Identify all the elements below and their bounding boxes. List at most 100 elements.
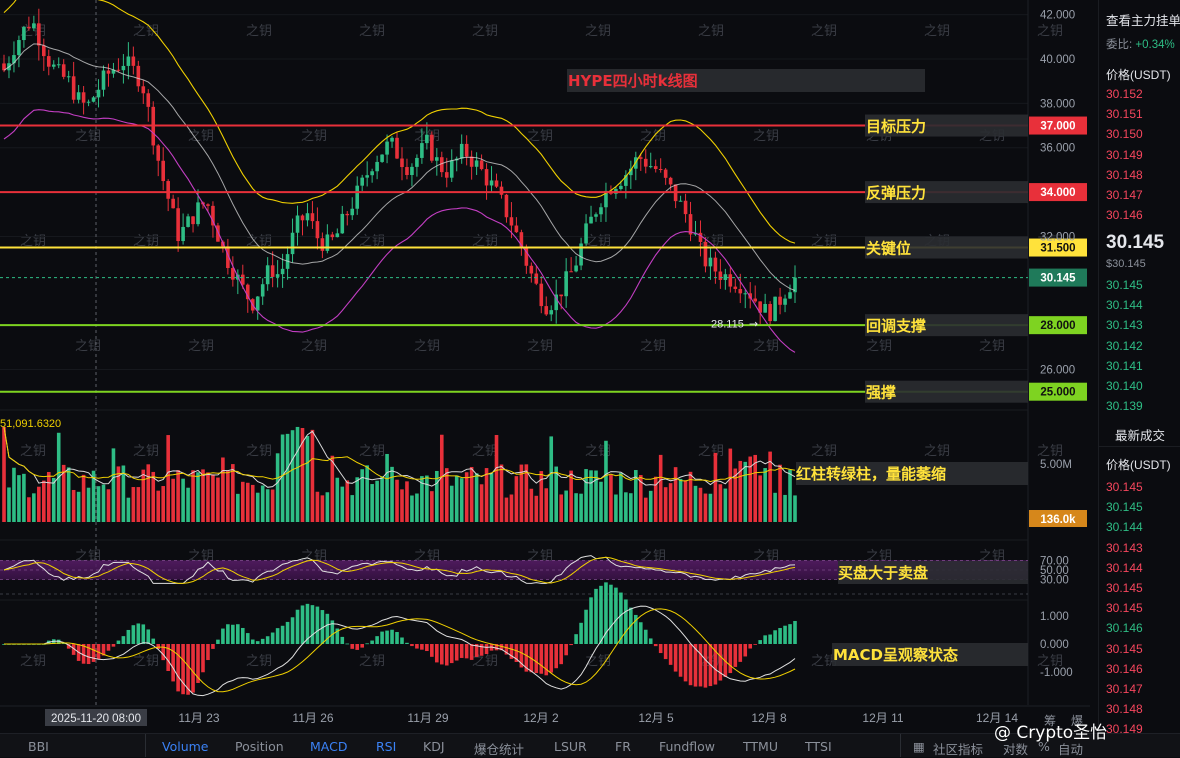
tool-fundflow[interactable]: Fundflow	[659, 739, 716, 754]
orderbook-price-row[interactable]: 30.143	[1106, 318, 1143, 333]
macd-histogram-bar	[435, 644, 439, 663]
candle-body	[360, 177, 364, 186]
tool-kdj[interactable]: KDJ	[423, 739, 445, 754]
candle-body	[300, 215, 305, 221]
orderbook-price-row[interactable]: 30.141	[1106, 358, 1143, 373]
candle-body	[181, 226, 185, 242]
orderbook-price-row[interactable]: 30.148	[1106, 702, 1143, 717]
macd-histogram-bar	[634, 614, 638, 644]
orderbook-price-row[interactable]: 30.146	[1106, 661, 1143, 676]
orderbook-price-row[interactable]: 30.144	[1106, 520, 1143, 535]
recent-trades-label[interactable]: 最新成交	[1115, 429, 1166, 443]
orderbook-price-row[interactable]: 30.144	[1106, 560, 1143, 575]
candle-body	[758, 301, 762, 313]
volume-bar	[713, 452, 718, 522]
volume-bar	[37, 486, 41, 522]
tool-liquidation[interactable]: 爆仓统计	[474, 742, 525, 757]
tool-log[interactable]: 对数	[1003, 742, 1029, 757]
volume-bar	[360, 469, 364, 522]
orderbook-price-row[interactable]: 30.143	[1106, 540, 1143, 555]
candle-body	[629, 168, 633, 176]
tool-macd[interactable]: MACD	[310, 739, 348, 754]
tool-bbi[interactable]: BBI	[28, 739, 49, 754]
tool-volume[interactable]: Volume	[162, 739, 209, 754]
orderbook-price-row[interactable]: 30.149	[1106, 722, 1143, 737]
macd-histogram-bar	[663, 644, 668, 660]
macd-histogram-bar	[733, 644, 738, 667]
tool-fr[interactable]: FR	[615, 739, 631, 754]
orderbook-price-row[interactable]: 30.142	[1106, 338, 1143, 353]
candle-body	[405, 167, 409, 175]
orderbook-price-row[interactable]: 30.149	[1106, 147, 1143, 162]
volume-bar	[459, 478, 464, 522]
volume-readout: 51,091.6320	[0, 418, 61, 430]
orderbook-price-row[interactable]: 30.145	[1106, 601, 1143, 616]
orderbook-price-row[interactable]: 30.150	[1106, 127, 1143, 142]
rsi-annotation-bg	[838, 561, 1028, 584]
candle-body	[231, 268, 235, 280]
orderbook-price-row[interactable]: 30.146	[1106, 208, 1143, 223]
bollinger-lower-line	[3, 109, 796, 353]
orderbook-price-row[interactable]: 30.145	[1106, 278, 1143, 292]
corner-label-2[interactable]: 筹	[1044, 714, 1057, 728]
orderbook-price-row[interactable]: 30.140	[1106, 379, 1143, 393]
volume-bar	[768, 451, 772, 522]
tool-rsi[interactable]: RSI	[376, 739, 397, 754]
watermark-text: 之钥	[640, 549, 666, 564]
tool-percent[interactable]: %	[1038, 739, 1050, 754]
macd-histogram-bar	[156, 644, 161, 650]
orderbook-price-row[interactable]: 30.147	[1106, 188, 1143, 202]
candle-body	[723, 274, 728, 280]
orderbook-price-row[interactable]: 30.147	[1106, 682, 1143, 696]
volume-bar	[793, 495, 797, 522]
macd-histogram-bar	[614, 587, 618, 644]
orderbook-price-row[interactable]: 30.139	[1106, 399, 1143, 414]
orderbook-price-row[interactable]: 30.145	[1106, 480, 1143, 494]
macd-histogram-bar	[519, 644, 524, 668]
candle-body	[793, 277, 797, 293]
volume-bar	[718, 484, 723, 522]
macd-histogram-bar	[559, 644, 563, 665]
tool-lsur[interactable]: LSUR	[554, 739, 587, 754]
candle-body	[91, 97, 96, 102]
volume-bar	[121, 465, 126, 522]
orderbook-price-row[interactable]: 30.152	[1106, 87, 1143, 101]
community-icon[interactable]: ▦	[913, 739, 925, 754]
orderbook-header[interactable]: 查看主力挂单	[1106, 14, 1180, 28]
candle-body	[330, 234, 335, 238]
volume-bar	[166, 435, 170, 522]
volume-bar	[66, 467, 71, 522]
orderbook-price-row[interactable]: 30.145	[1106, 581, 1143, 595]
macd-histogram-bar	[604, 582, 608, 644]
orderbook-price-row[interactable]: 30.145	[1106, 641, 1143, 656]
tool-auto[interactable]: 自动	[1058, 742, 1084, 757]
tool-ttmu[interactable]: TTMU	[743, 739, 778, 754]
candle-body	[539, 283, 544, 307]
candle-body	[260, 284, 265, 297]
orderbook-price-row[interactable]: 30.145	[1106, 500, 1143, 515]
orderbook-price-row[interactable]: 30.144	[1106, 298, 1143, 313]
macd-histogram-bar	[494, 644, 499, 651]
orderbook-price-row[interactable]: 30.148	[1106, 167, 1143, 182]
tool-community[interactable]: 社区指标	[933, 742, 984, 757]
rsi-tick-label: 30.00	[1040, 575, 1069, 587]
candle-body	[524, 248, 529, 266]
volume-bar	[454, 475, 459, 522]
tool-ttsi[interactable]: TTSI	[805, 739, 832, 754]
orderbook-price-row[interactable]: 30.151	[1106, 107, 1143, 122]
candle-body	[41, 45, 46, 57]
orderbook-price-row[interactable]: 30.146	[1106, 621, 1143, 636]
date-tick-label: 12月 8	[751, 711, 787, 725]
watermark-text: 之钥	[924, 444, 950, 459]
candle-body	[315, 221, 320, 239]
candle-body	[265, 265, 270, 285]
volume-bar	[196, 472, 200, 522]
corner-label[interactable]: 爆	[1071, 714, 1084, 728]
macd-tick-label: 0.000	[1040, 639, 1069, 651]
volume-ma-line	[3, 426, 796, 488]
macd-panel	[2, 582, 797, 697]
watermark-text: 之钥	[188, 339, 214, 354]
tool-position[interactable]: Position	[235, 739, 284, 754]
